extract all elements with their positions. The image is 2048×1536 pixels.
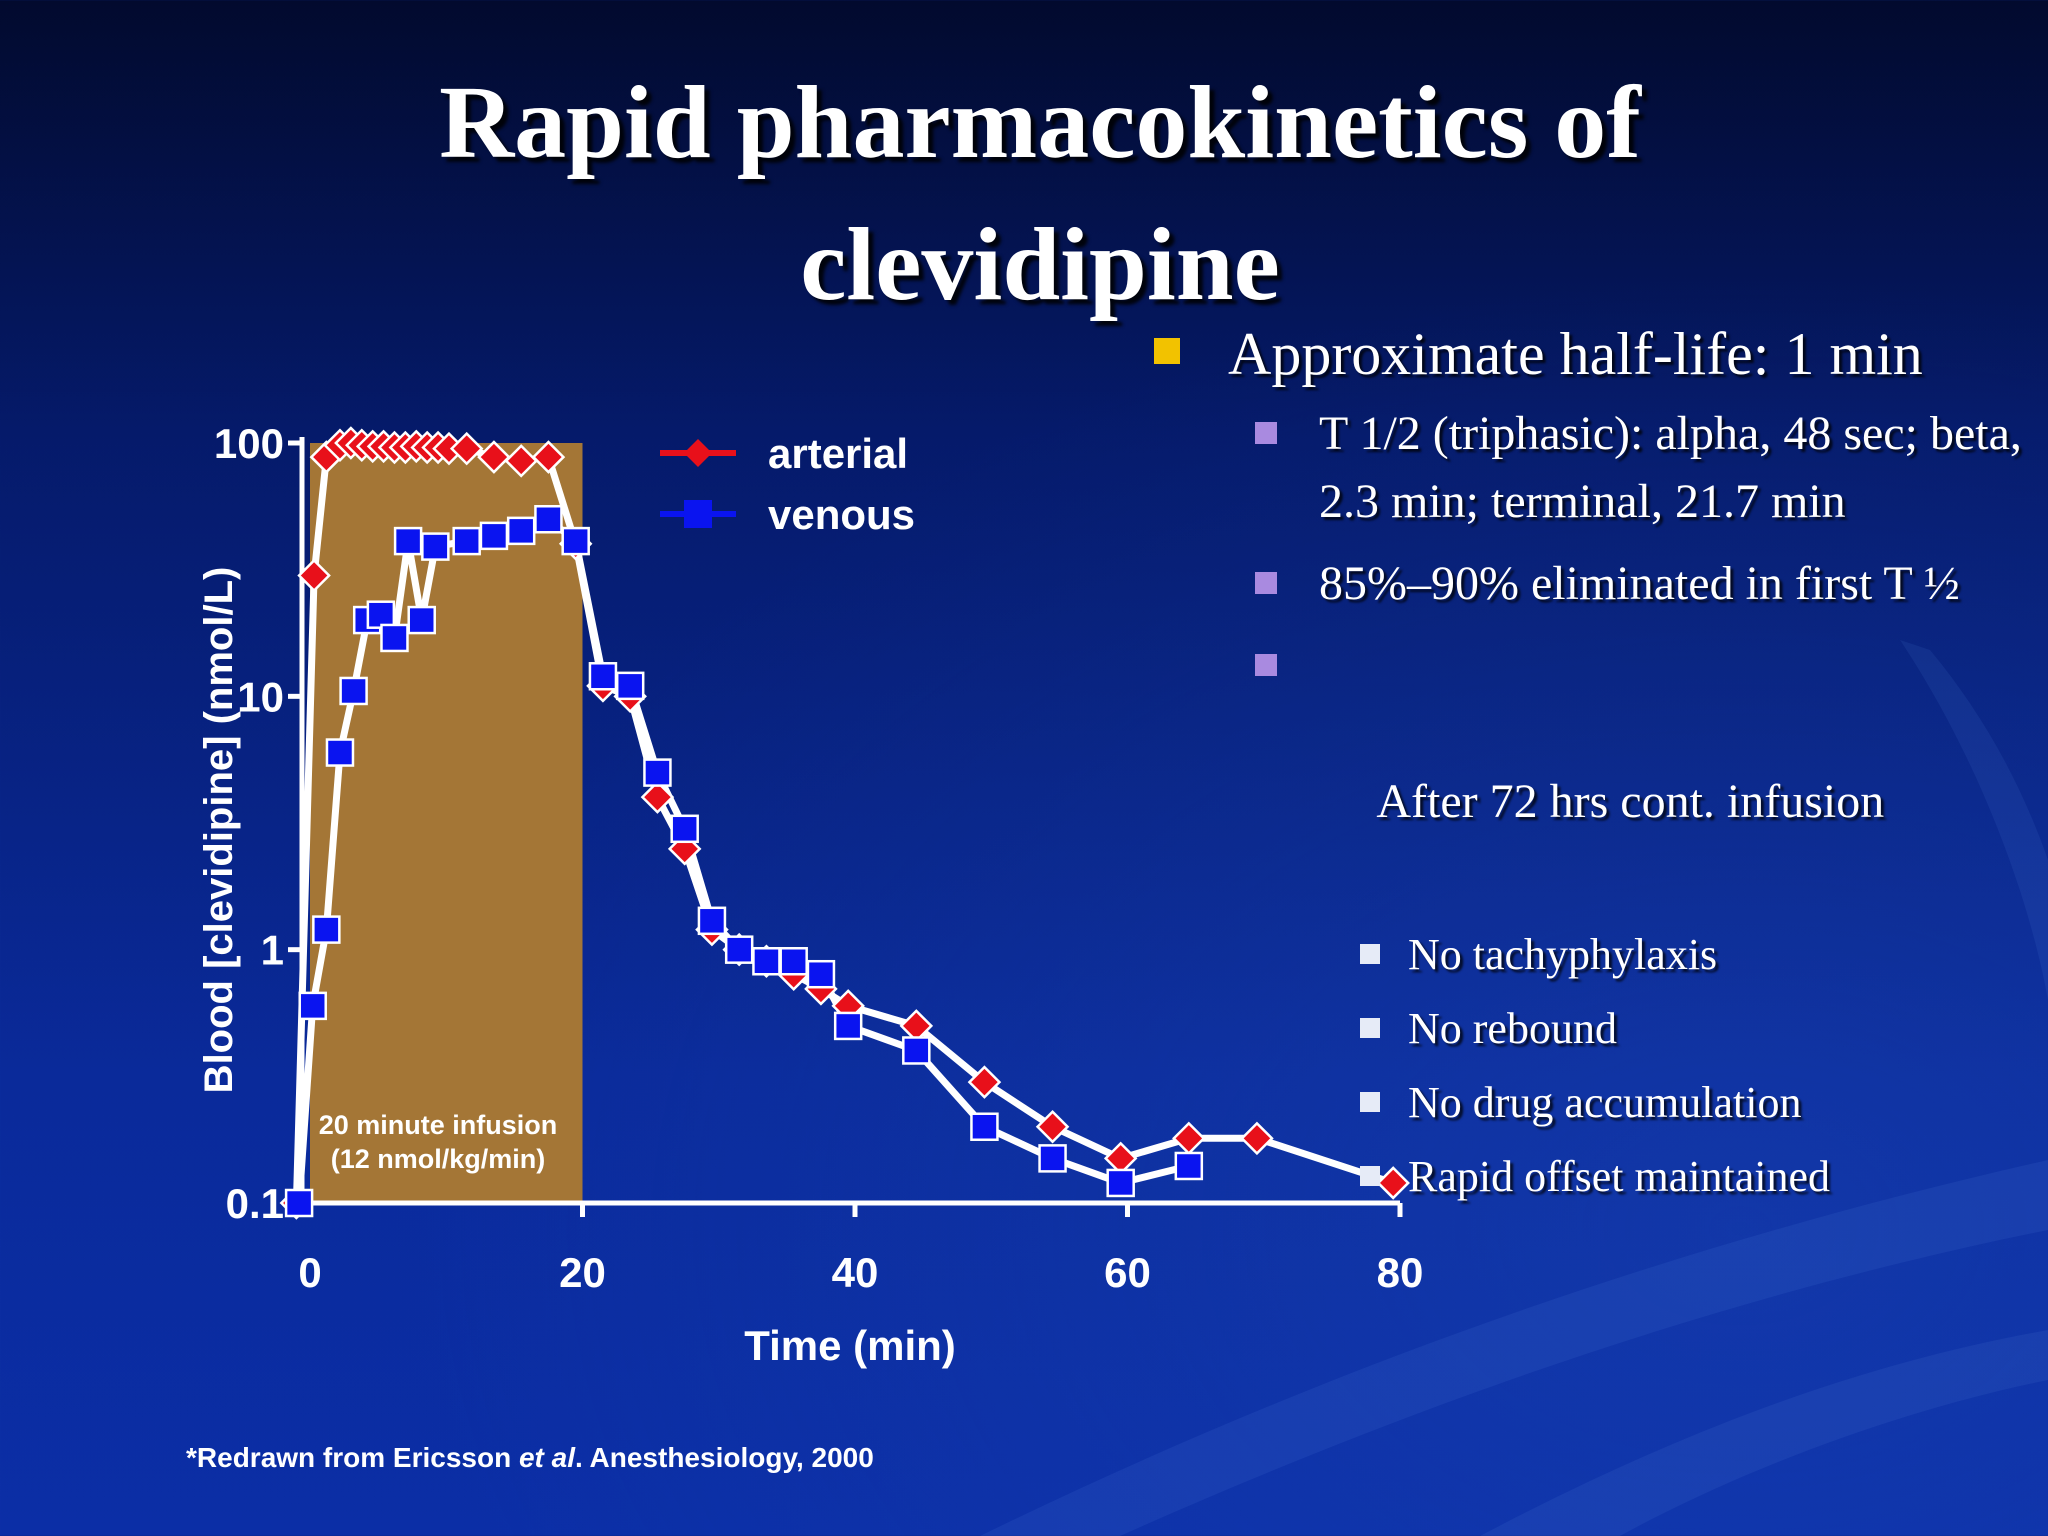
x-tick-label: 0	[298, 1249, 321, 1296]
point-venous	[298, 991, 327, 1021]
point-arterial	[1240, 1121, 1274, 1156]
infusion-annotation-line-2: (12 nmol/kg/min)	[331, 1144, 546, 1174]
legend-label-arterial: arterial	[768, 430, 908, 477]
bullet-triphasic: T 1/2 (triphasic): alpha, 48 sec; beta, …	[1255, 400, 2030, 536]
point-venous	[833, 1011, 863, 1041]
point-venous	[380, 623, 409, 653]
point-venous	[561, 526, 590, 556]
legend-marker-venous	[684, 500, 712, 528]
bullet-item-text: No tachyphylaxis	[1408, 930, 1718, 979]
bullet-after-72-hrs-text: After 72 hrs cont. infusion	[1367, 775, 1885, 828]
point-venous	[902, 1036, 931, 1065]
point-arterial	[1376, 1166, 1410, 1200]
point-venous	[284, 1188, 314, 1218]
point-venous	[407, 605, 436, 635]
white-square-bullet-icon	[1360, 1166, 1380, 1186]
purple-square-bullet-icon	[1255, 422, 1277, 444]
point-arterial	[967, 1065, 1002, 1099]
y-tick-label: 1	[261, 927, 284, 974]
point-venous	[421, 532, 450, 561]
point-venous	[670, 814, 699, 844]
bullet-item-text: No drug accumulation	[1408, 1078, 1802, 1127]
point-venous	[724, 935, 754, 964]
y-axis-label: Blood [clevidipine] (nmol/L)	[197, 567, 241, 1094]
point-venous	[534, 505, 563, 534]
bullet-no-rebound: No rebound	[1360, 992, 2030, 1066]
y-tick-label: 100	[214, 420, 284, 467]
bullet-item-text: No rebound	[1408, 1004, 1617, 1053]
white-square-bullet-icon	[1360, 1018, 1380, 1038]
purple-square-bullet-icon	[1255, 654, 1277, 676]
point-arterial	[1035, 1109, 1070, 1144]
bullet-eliminated-text: 85%–90% eliminated in first T ½	[1319, 557, 1960, 610]
white-square-bullet-icon	[1360, 1092, 1380, 1112]
point-venous	[806, 959, 836, 989]
white-square-bullet-icon	[1360, 944, 1380, 964]
bullet-no-drug-accumulation: No drug accumulation	[1360, 1066, 2030, 1140]
chart-series-group	[279, 426, 1410, 1220]
point-venous	[312, 915, 341, 944]
point-venous	[588, 662, 618, 691]
point-venous	[970, 1112, 999, 1141]
point-venous	[339, 676, 368, 706]
point-venous	[393, 526, 423, 556]
slide-title-line-2: clevidipine	[800, 207, 1280, 322]
point-arterial	[477, 440, 511, 474]
point-venous	[325, 738, 355, 767]
y-tick-label: 0.1	[226, 1180, 284, 1227]
point-venous	[697, 906, 727, 936]
infusion-annotation-line-1: 20 minute infusion	[319, 1110, 558, 1140]
point-venous	[615, 671, 645, 701]
point-arterial	[531, 440, 566, 474]
slide-title-line-1: Rapid pharmacokinetics of	[439, 65, 1641, 180]
bullet-item-text: Rapid offset maintained	[1408, 1152, 1830, 1201]
point-venous	[1106, 1168, 1135, 1198]
x-axis-label: Time (min)	[744, 1322, 956, 1369]
point-venous	[1174, 1151, 1204, 1181]
yellow-square-bullet-icon	[1154, 338, 1180, 364]
x-tick-label: 40	[832, 1249, 879, 1296]
point-venous	[643, 758, 672, 787]
point-arterial	[504, 444, 538, 478]
legend-marker-arterial	[684, 439, 712, 467]
point-arterial	[297, 558, 331, 593]
chart-legend: arterial venous	[660, 430, 915, 538]
bullet-triphasic-text: T 1/2 (triphasic): alpha, 48 sec; beta, …	[1319, 407, 2022, 528]
bullet-no-tachyphylaxis: No tachyphylaxis	[1360, 918, 2030, 992]
x-tick-label: 80	[1377, 1249, 1424, 1296]
infusion-shaded-region	[310, 443, 583, 1203]
bullet-half-life: Approximate half-life: 1 min	[1150, 318, 2030, 390]
slide-title: Rapid pharmacokinetics of clevidipine	[0, 52, 2048, 336]
bullet-list: Approximate half-life: 1 min T 1/2 (trip…	[1150, 318, 2030, 1214]
footnote-post: . Anesthesiology, 2000	[575, 1442, 874, 1473]
bullet-half-life-text: Approximate half-life: 1 min	[1228, 321, 1923, 387]
bullet-rapid-offset: Rapid offset maintained	[1360, 1140, 2030, 1214]
point-venous	[1038, 1144, 1067, 1173]
purple-square-bullet-icon	[1255, 572, 1277, 594]
x-tick-label: 20	[559, 1249, 606, 1296]
citation-footnote: *Redrawn from Ericsson et al. Anesthesio…	[186, 1442, 874, 1474]
point-venous	[452, 526, 481, 556]
point-venous	[506, 516, 536, 546]
x-tick-label: 60	[1104, 1249, 1151, 1296]
infusion-shade-group	[310, 443, 583, 1203]
point-venous	[752, 947, 781, 976]
point-venous	[479, 521, 509, 551]
y-tick-label: 10	[237, 673, 284, 720]
footnote-italic: et al	[518, 1442, 576, 1473]
footnote-pre: *Redrawn from Ericsson	[186, 1442, 519, 1473]
point-arterial	[449, 431, 484, 466]
bullet-after-72-hrs: After 72 hrs cont. infusion	[1255, 632, 2030, 904]
legend-label-venous: venous	[768, 491, 915, 538]
point-venous	[779, 947, 808, 976]
point-arterial	[640, 780, 675, 814]
bullet-eliminated: 85%–90% eliminated in first T ½	[1255, 550, 2030, 618]
